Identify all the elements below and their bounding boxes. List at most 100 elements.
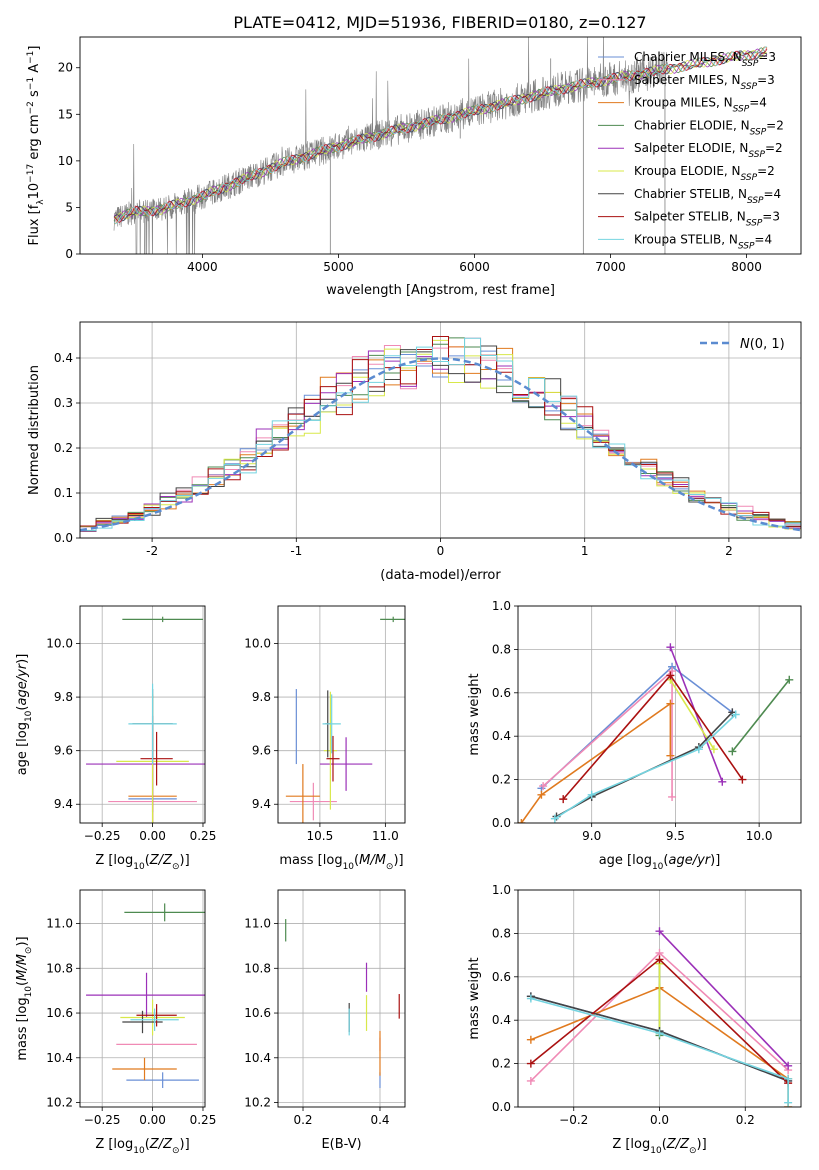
y-tick-label: 11.0 <box>244 917 271 931</box>
axes-frame <box>79 605 206 824</box>
legend: N(0, 1) <box>700 337 785 352</box>
x-tick-label: 0.4 <box>370 1113 389 1127</box>
legend-label: Salpeter STELIB, NSSP=3 <box>634 210 780 229</box>
figure-title: PLATE=0412, MJD=51936, FIBERID=0180, z=0… <box>233 13 646 32</box>
panel-z-mass: −0.25 0.00 0.25 10.2 10.4 10.6 10.8 11.0 Z [log1… <box>15 889 217 1156</box>
x-tick-label: -2 <box>146 544 158 558</box>
weight-point-marker <box>666 643 675 652</box>
y-tick-label: 10.6 <box>46 1006 73 1020</box>
y-tick-label: 10.8 <box>46 961 73 975</box>
x-axis-label: age [log10(age/yr)] <box>599 853 721 872</box>
x-tick-label: 0 <box>437 544 445 558</box>
weight-point-marker <box>559 795 568 804</box>
y-tick-label: 9.6 <box>252 744 271 758</box>
weight-point-marker <box>784 1061 793 1070</box>
y-tick-label: 10.6 <box>244 1006 271 1020</box>
x-tick-label: -1 <box>290 544 302 558</box>
x-axis-label: wavelength [Angstrom, rest frame] <box>326 283 555 298</box>
x-tick-label: −0.25 <box>84 829 121 843</box>
x-tick-label: 2 <box>725 544 733 558</box>
y-tick-label: 0.0 <box>492 1100 511 1114</box>
model-fit-line <box>113 46 768 224</box>
residual-histogram <box>80 345 801 532</box>
weight-point-marker <box>526 1059 535 1068</box>
x-tick-label: 5000 <box>323 260 354 274</box>
x-tick-label: 0.0 <box>650 1113 669 1127</box>
weight-point-marker <box>518 819 526 823</box>
axes-frame <box>517 889 802 1108</box>
plot-area <box>86 903 205 1088</box>
residual-histogram <box>80 336 801 528</box>
model-fit-line <box>113 48 768 223</box>
model-fit-line <box>113 48 768 218</box>
y-tick-label: 9.8 <box>54 690 73 704</box>
panel-z-age: −0.25 0.00 0.25 9.4 9.6 9.8 10.0 Z [log10(Z/Z⊙)… <box>15 605 217 872</box>
weight-point-marker <box>526 1035 535 1044</box>
weight-point-marker <box>587 790 596 799</box>
x-tick-label: 9.5 <box>666 829 685 843</box>
plot-area <box>285 919 400 1088</box>
y-tick-label: 0.4 <box>492 729 511 743</box>
weight-series-line <box>669 679 715 750</box>
y-tick-label: 10.8 <box>244 961 271 975</box>
weight-series-line <box>731 679 790 752</box>
weight-point-marker <box>526 994 535 1003</box>
weight-point-marker <box>550 814 559 823</box>
legend: Chabrier MILES, NSSP=3 Salpeter MILES, NS… <box>598 50 784 251</box>
y-tick-label: 10.2 <box>46 1096 73 1110</box>
y-tick-label: 15 <box>58 107 73 121</box>
x-axis-label: Z [log10(Z/Z⊙)] <box>95 853 189 872</box>
x-axis-label: Z [log10(Z/Z⊙)] <box>95 1137 189 1156</box>
x-tick-label: 10.0 <box>746 829 773 843</box>
y-tick-label: 10 <box>58 154 73 168</box>
weight-series-line <box>542 669 673 797</box>
weight-point-marker <box>655 1029 664 1038</box>
plot-area <box>518 643 794 823</box>
weight-point-marker <box>784 1074 793 1083</box>
weight-point-marker <box>784 1098 793 1107</box>
y-tick-label: 10.0 <box>46 637 73 651</box>
weight-series-line <box>554 713 737 820</box>
y-tick-label: 9.6 <box>54 744 73 758</box>
weight-point-marker <box>655 955 664 964</box>
axes-frame <box>277 889 406 1108</box>
x-tick-label: 0.2 <box>736 1113 755 1127</box>
plot-area <box>80 336 801 533</box>
y-tick-label: 10.4 <box>244 1051 271 1065</box>
panel-residuals: -2 -1 0 1 2 0.0 0.1 0.2 0.3 0.4 (data-model)/error… <box>27 321 802 583</box>
weight-point-marker <box>668 792 677 801</box>
y-tick-label: 11.0 <box>46 917 73 931</box>
legend-label: Kroupa MILES, NSSP=4 <box>634 96 767 115</box>
residual-histogram <box>80 337 801 531</box>
weight-point-marker <box>738 775 747 784</box>
plot-area <box>113 37 768 254</box>
x-tick-label: 0.00 <box>139 1113 166 1127</box>
x-tick-label: −0.2 <box>559 1113 588 1127</box>
y-tick-label: 10.2 <box>244 1096 271 1110</box>
weight-point-marker <box>668 667 677 676</box>
plot-area <box>86 616 205 823</box>
y-tick-label: 0.8 <box>492 926 511 940</box>
x-tick-label: 0.25 <box>190 1113 217 1127</box>
x-tick-label: 0.25 <box>190 829 217 843</box>
x-tick-label: 0.00 <box>139 829 166 843</box>
normal-curve-line <box>80 357 801 532</box>
x-tick-label: 7000 <box>595 260 626 274</box>
x-axis-label: Z [log10(Z/Z⊙)] <box>612 1137 706 1156</box>
weight-point-marker <box>731 710 740 719</box>
x-tick-label: 10.5 <box>307 829 334 843</box>
weight-point-marker <box>537 790 546 799</box>
plot-area <box>285 616 405 823</box>
observed-spectrum-line <box>113 37 668 254</box>
y-tick-label: 1.0 <box>492 883 511 897</box>
x-tick-label: 8000 <box>731 260 762 274</box>
x-tick-label: 11.0 <box>372 829 399 843</box>
y-axis-label: age [log10(age/yr)] <box>15 654 34 776</box>
y-axis-label: mass weight <box>467 957 482 1039</box>
legend-label: Chabrier ELODIE, NSSP=2 <box>634 118 784 137</box>
weight-point-marker <box>785 675 794 684</box>
panel-z-weight: −0.2 0.0 0.2 0.0 0.2 0.4 0.6 0.8 1.0 Z [log10(Z/Z… <box>467 883 802 1156</box>
y-tick-label: 0.1 <box>54 486 73 500</box>
x-tick-label: 6000 <box>459 260 490 274</box>
weight-point-marker <box>655 927 664 936</box>
